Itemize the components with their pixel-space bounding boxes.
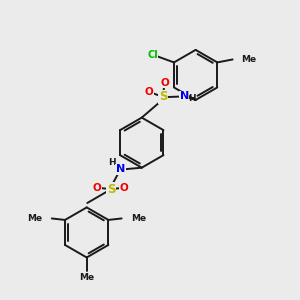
Text: S: S [107,183,116,196]
Text: O: O [93,183,101,193]
Text: O: O [119,183,128,193]
Text: S: S [159,91,167,103]
Text: Me: Me [27,214,42,223]
Text: N: N [179,92,189,101]
Text: H: H [189,94,196,103]
Text: Me: Me [131,214,146,223]
Text: H: H [109,158,116,167]
Text: N: N [116,164,125,174]
Text: Me: Me [241,55,256,64]
Text: O: O [144,87,153,97]
Text: Cl: Cl [147,50,158,60]
Text: Me: Me [79,273,94,282]
Text: O: O [160,78,169,88]
